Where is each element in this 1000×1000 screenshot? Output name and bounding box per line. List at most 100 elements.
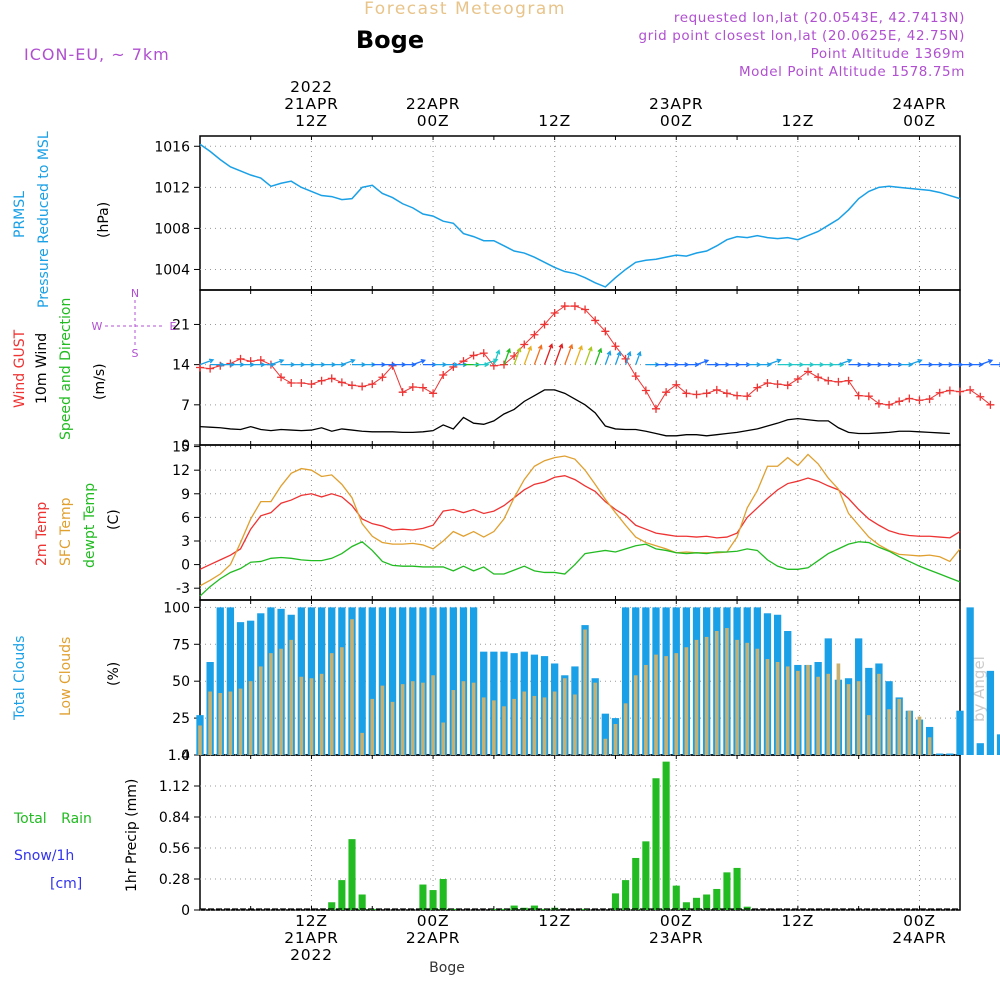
wind-arrow — [909, 358, 923, 366]
wind-arrow — [493, 349, 501, 365]
gust-point — [864, 392, 873, 401]
wind-arrow — [412, 359, 426, 366]
gust-point — [925, 395, 934, 404]
gust-point — [317, 376, 326, 385]
gust-point — [631, 372, 640, 381]
gust-point — [763, 379, 772, 387]
low-cloud-bar — [674, 653, 679, 755]
prmsl-desc-label: Pressure Reduced to MSL — [36, 131, 52, 308]
model-label: ICON-EU, ~ 7km — [24, 45, 170, 64]
panels: 1004100810121016071421-30369121502550751… — [154, 135, 961, 919]
temperature-ytick-label: 12 — [172, 463, 190, 479]
wind-series — [196, 302, 1000, 437]
gust-point — [844, 376, 853, 385]
low-cloud-bar — [238, 688, 243, 755]
gust-point — [439, 370, 448, 379]
panel-pressure: 1004 1008 1012 1016 — [154, 135, 961, 291]
wind-arrow — [635, 350, 642, 365]
low-cloud-bar — [218, 693, 223, 755]
precipitation-frame — [199, 754, 961, 911]
gust-point — [783, 381, 792, 390]
total-cloud-bar — [358, 607, 366, 755]
rain-bar — [611, 893, 620, 910]
wind-arrow — [594, 347, 603, 365]
low-cloud-bar — [400, 684, 405, 755]
rain-bar — [328, 902, 336, 910]
time-label: 22APR — [406, 929, 460, 947]
time-label: 00Z — [903, 912, 936, 930]
rain-bar — [733, 867, 741, 910]
gust-point — [236, 354, 245, 363]
wind-arrow — [767, 358, 782, 366]
gust-point — [540, 320, 549, 329]
gust-point — [358, 382, 367, 391]
wind-unit: (m/s) — [92, 363, 108, 400]
snow-unit-label: [cm] — [50, 876, 82, 892]
temp-labels: 2m Temp SFC Temp dewpt Temp (C) — [34, 483, 122, 568]
precipitation-ytick-label: 1.12 — [159, 779, 190, 795]
wind-arrow — [676, 362, 690, 368]
low-cloud-bar — [644, 664, 648, 755]
low-cloud-bar — [380, 685, 385, 755]
low-cloud-bar — [562, 678, 567, 755]
precipitation-ytick-label: 0.56 — [159, 841, 190, 857]
wind-arrow — [584, 346, 593, 365]
wind-arrow — [513, 346, 522, 365]
time-label: 23APR — [649, 95, 703, 113]
total-cloud-bar — [378, 607, 387, 755]
gust-point — [560, 302, 569, 311]
low-cloud-bar — [573, 694, 577, 755]
rain-bar — [642, 841, 650, 910]
sfc-label: SFC Temp — [58, 497, 74, 566]
time-label: 21APR — [284, 95, 338, 113]
gust-point — [712, 385, 721, 394]
low-cloud-bar — [826, 673, 831, 755]
wind-ytick-label: 14 — [172, 358, 190, 374]
gust-point — [905, 394, 914, 403]
precip-ylabel: 1hr Precip (mm) — [124, 779, 140, 892]
low-cloud-bar — [613, 724, 618, 755]
low-cloud-bar — [289, 639, 294, 755]
time-label: 2022 — [290, 78, 333, 96]
wind-arrow — [503, 347, 511, 365]
low-cloud-bar — [390, 701, 395, 755]
low-cloud-bar — [806, 664, 810, 755]
low-cloud-bar — [522, 691, 527, 755]
total-cloud-bar — [419, 607, 427, 755]
gust-point — [459, 357, 468, 366]
temperature-ytick-label: 3 — [181, 534, 190, 550]
time-label: 12Z — [781, 112, 814, 130]
wind-arrow — [341, 358, 356, 366]
point-altitude: Point Altitude 1369m — [811, 46, 965, 62]
wind-frame — [199, 289, 961, 446]
total-cloud-bar — [976, 743, 984, 755]
total-cloud-bar — [216, 607, 224, 755]
total-cloud-bar — [388, 607, 397, 755]
temperature-ytick-label: 6 — [181, 510, 190, 526]
gust-point — [378, 373, 387, 382]
rain-bars — [200, 761, 960, 910]
total-cloud-bar — [936, 753, 944, 755]
wind-arrow — [543, 343, 554, 365]
wind-arrow — [604, 350, 612, 365]
gust-point — [945, 386, 954, 395]
wind-arrow — [686, 362, 700, 368]
low-cloud-bar — [431, 675, 435, 755]
low-cloud-bar — [228, 691, 233, 755]
gust-point — [530, 330, 539, 339]
temperature-ytick-label: -3 — [176, 581, 190, 597]
low-cloud-bar — [583, 629, 587, 755]
gust-point — [611, 342, 620, 351]
prmsl-line — [199, 143, 961, 288]
gust-point — [327, 374, 336, 383]
wind-arrow — [554, 343, 564, 365]
low-cloud-bar — [198, 725, 202, 755]
time-label: 12Z — [781, 912, 814, 930]
low-cloud-bar — [410, 681, 415, 755]
total-cloud-bar — [399, 607, 407, 755]
time-label: 00Z — [660, 912, 693, 930]
precip-labels: Total Rain Snow/1h [cm] 1hr Precip (mm) — [13, 779, 140, 892]
low-cloud-bar — [329, 653, 334, 755]
low-cloud-bar — [279, 648, 283, 755]
low-cloud-bar — [887, 709, 891, 755]
